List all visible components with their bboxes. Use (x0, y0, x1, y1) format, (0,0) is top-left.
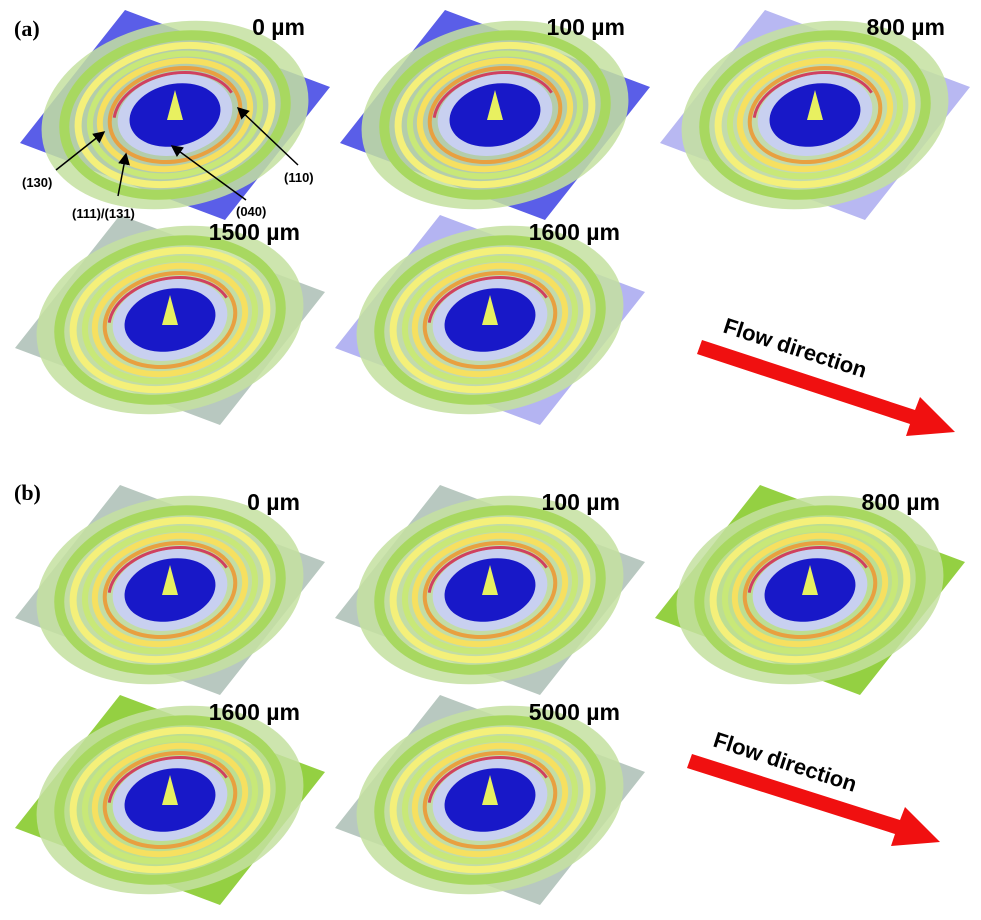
flow-arrow: Flow direction (697, 313, 955, 436)
image-label: 0 µm (247, 489, 300, 515)
diffraction-pattern: 800 µm (655, 472, 965, 708)
diffraction-pattern: 100 µm (335, 472, 645, 708)
flow-arrow: Flow direction (687, 727, 940, 846)
image-label: 1600 µm (209, 699, 300, 725)
image-label: 100 µm (542, 489, 620, 515)
annotation: (111)/(131) (72, 206, 135, 221)
diffraction-pattern: 1500 µm (15, 202, 325, 438)
annotation: (110) (284, 170, 314, 185)
image-label: 1500 µm (209, 219, 300, 245)
image-label: 5000 µm (529, 699, 620, 725)
diffraction-pattern: 5000 µm (335, 682, 645, 918)
diffraction-pattern: 0 µm (20, 0, 330, 233)
annotation: (130) (22, 175, 52, 190)
diffraction-pattern: 1600 µm (15, 682, 325, 918)
image-label: 1600 µm (529, 219, 620, 245)
diffraction-pattern: 100 µm (340, 0, 650, 233)
image-label: 800 µm (862, 489, 940, 515)
figure: 0 µm 100 µm 800 µm 1500 µm 1600 µm 0 µm 100 µm… (0, 0, 981, 920)
diffraction-pattern: 1600 µm (335, 202, 645, 438)
image-label: 0 µm (252, 14, 305, 40)
annotation: (040) (236, 204, 266, 219)
diffraction-pattern: 0 µm (15, 472, 325, 708)
panel-label: (a) (14, 16, 40, 41)
diffraction-pattern: 800 µm (660, 0, 970, 233)
image-label: 800 µm (867, 14, 945, 40)
panel-label: (b) (14, 480, 41, 505)
image-label: 100 µm (547, 14, 625, 40)
